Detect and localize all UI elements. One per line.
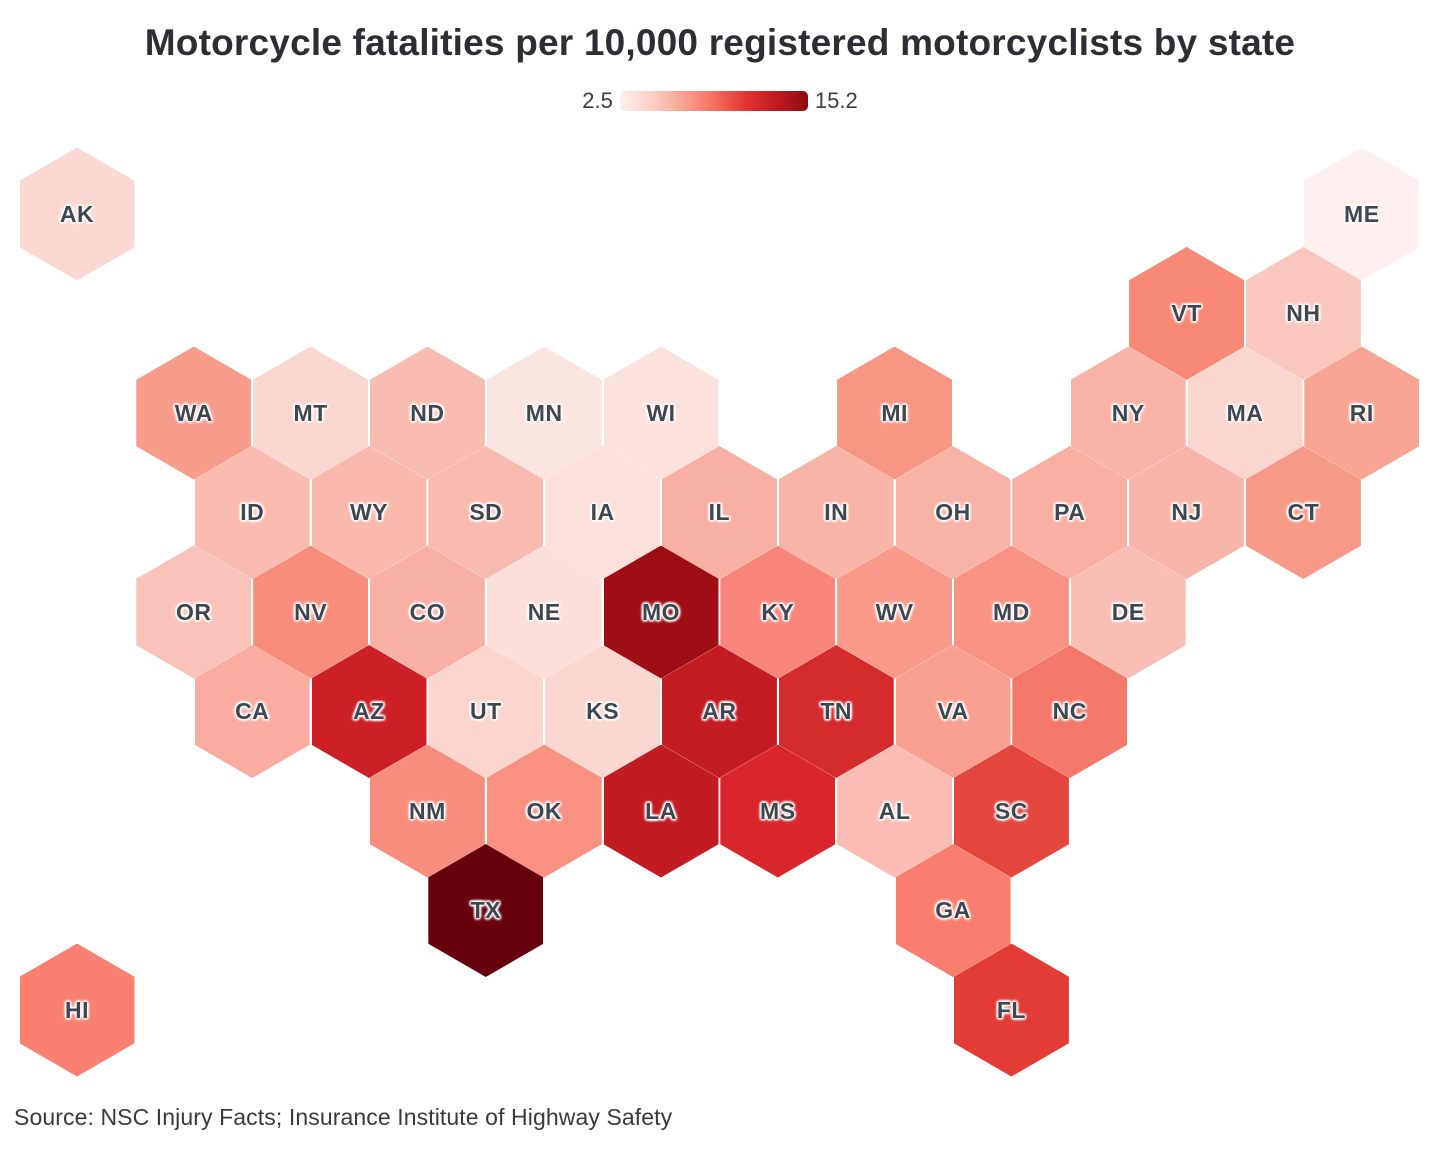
state-hex-label-CO: CO <box>409 598 446 625</box>
state-hex-NM: NM <box>369 744 485 878</box>
state-hex-label-CT: CT <box>1287 499 1320 525</box>
state-hex-label-GA: GA <box>935 897 971 923</box>
state-hex-LA: LA <box>603 744 719 878</box>
state-hex-label-HI: HI <box>65 996 89 1023</box>
state-hex-label-AL: AL <box>878 797 911 824</box>
state-hex-label-NH: NH <box>1286 300 1321 326</box>
state-hex-label-AK: AK <box>59 200 95 227</box>
state-hex-MI: MI <box>837 346 953 480</box>
state-hex-label-OR: OR <box>176 598 212 625</box>
state-hex-label-VT: VT <box>1171 300 1202 326</box>
state-hex-label-FL: FL <box>996 996 1026 1023</box>
state-hex-label-NV: NV <box>294 598 328 625</box>
state-hex-OH: OH <box>895 446 1011 579</box>
state-hex-CA: CA <box>194 645 310 778</box>
state-hex-AK: AK <box>19 147 135 281</box>
state-hex-label-AZ: AZ <box>353 698 385 724</box>
state-hex-label-VA: VA <box>937 698 969 724</box>
state-hex-KS: KS <box>545 645 661 778</box>
state-hex-GA: GA <box>895 844 1011 977</box>
state-hex-label-SC: SC <box>994 797 1028 824</box>
state-hex-label-NE: NE <box>527 598 561 625</box>
state-hex-MS: MS <box>720 744 836 878</box>
state-hex-label-TN: TN <box>820 698 853 724</box>
state-hex-IL: IL <box>661 446 777 579</box>
state-hex-label-KY: KY <box>761 598 795 625</box>
state-hex-label-WA: WA <box>174 399 213 426</box>
state-hex-label-IN: IN <box>824 499 849 525</box>
state-hex-label-LA: LA <box>645 797 677 824</box>
state-hex-HI: HI <box>19 943 135 1077</box>
state-hex-label-WY: WY <box>349 499 389 525</box>
state-hex-AR: AR <box>661 645 777 778</box>
state-hex-label-KS: KS <box>586 698 620 724</box>
state-hex-TN: TN <box>778 645 894 778</box>
state-hex-label-MI: MI <box>881 399 908 426</box>
state-hex-label-NM: NM <box>409 797 446 824</box>
state-hex-IN: IN <box>778 446 894 579</box>
state-hex-label-WV: WV <box>875 598 914 625</box>
state-hex-label-MS: MS <box>760 797 796 824</box>
state-hex-KY: KY <box>720 545 836 679</box>
state-hex-label-DE: DE <box>1111 598 1145 625</box>
state-hex-label-NY: NY <box>1111 399 1145 426</box>
state-hex-label-TX: TX <box>470 897 501 923</box>
legend-gradient-bar <box>619 91 808 111</box>
state-hex-TX: TX <box>428 844 544 977</box>
state-hex-label-ID: ID <box>240 499 265 525</box>
state-hex-OK: OK <box>486 744 602 878</box>
state-hex-label-MO: MO <box>641 598 681 625</box>
state-hex-label-RI: RI <box>1349 399 1374 426</box>
state-hex-MO: MO <box>603 545 719 679</box>
chart-title: Motorcycle fatalities per 10,000 registe… <box>144 22 1296 63</box>
state-hex-WI: WI <box>603 346 719 480</box>
state-hex-AL: AL <box>837 744 953 878</box>
state-hex-AZ: AZ <box>311 645 427 778</box>
state-hex-label-SD: SD <box>469 499 503 525</box>
state-hex-VA: VA <box>895 645 1011 778</box>
state-hex-OR: OR <box>136 545 252 679</box>
state-hex-label-ND: ND <box>410 399 445 426</box>
legend-max-label: 15.2 <box>814 88 858 113</box>
state-hex-label-MT: MT <box>293 399 328 426</box>
state-hex-label-UT: UT <box>469 698 502 724</box>
state-hex-label-PA: PA <box>1054 499 1086 525</box>
color-scale-legend: 2.5 15.2 <box>0 88 1440 114</box>
state-hex-label-CA: CA <box>235 698 270 724</box>
state-hex-label-AR: AR <box>702 698 737 724</box>
state-hex-NE: NE <box>486 545 602 679</box>
state-hex-IA: IA <box>545 446 661 579</box>
state-hex-CO: CO <box>369 545 485 679</box>
state-hex-label-OH: OH <box>935 499 971 525</box>
state-hex-UT: UT <box>428 645 544 778</box>
state-hex-label-MN: MN <box>525 399 563 426</box>
state-hex-WV: WV <box>837 545 953 679</box>
state-hex-label-OK: OK <box>526 797 562 824</box>
state-hex-label-MD: MD <box>993 598 1030 625</box>
state-hex-label-NJ: NJ <box>1171 499 1202 525</box>
state-hex-NV: NV <box>253 545 369 679</box>
source-note: Source: NSC Injury Facts; Insurance Inst… <box>14 1104 673 1130</box>
legend-min-label: 2.5 <box>582 88 613 113</box>
state-hex-label-MA: MA <box>1226 399 1264 426</box>
state-hex-label-IL: IL <box>708 499 731 525</box>
state-hex-label-WI: WI <box>646 399 676 426</box>
state-hex-label-NC: NC <box>1052 698 1087 724</box>
state-hex-label-IA: IA <box>590 499 615 525</box>
state-hex-label-ME: ME <box>1344 200 1380 227</box>
